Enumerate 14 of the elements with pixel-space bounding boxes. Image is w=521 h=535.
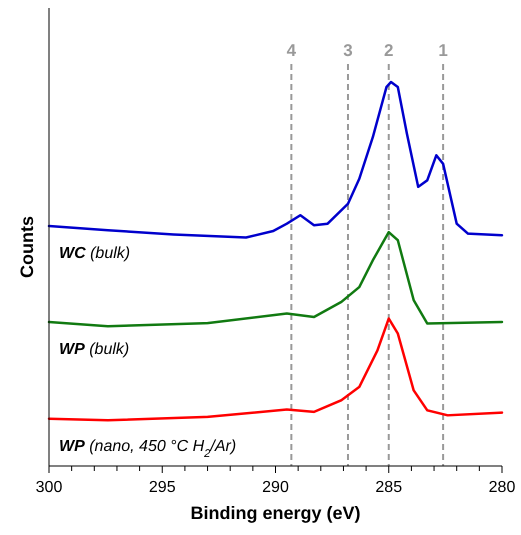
text: 4 — [286, 41, 297, 60]
series-label: WP (nano, 450 °C H$_{2}$/Ar) — [59, 438, 236, 460]
y-axis-title: Counts — [17, 216, 37, 278]
series-label: WP (bulk) — [59, 341, 130, 358]
x-tick-label: 285 — [375, 479, 402, 496]
x-tick-label: 300 — [36, 479, 62, 496]
text: 2 — [384, 41, 394, 60]
x-tick-label: 295 — [148, 479, 176, 496]
x-tick-label: 290 — [262, 479, 289, 496]
x-tick-label: 280 — [488, 479, 516, 496]
series-label: WC (bulk) — [59, 245, 130, 262]
text: 1 — [438, 41, 448, 60]
x-axis-title: Binding energy (eV) — [190, 503, 361, 523]
text: 3 — [343, 41, 353, 60]
